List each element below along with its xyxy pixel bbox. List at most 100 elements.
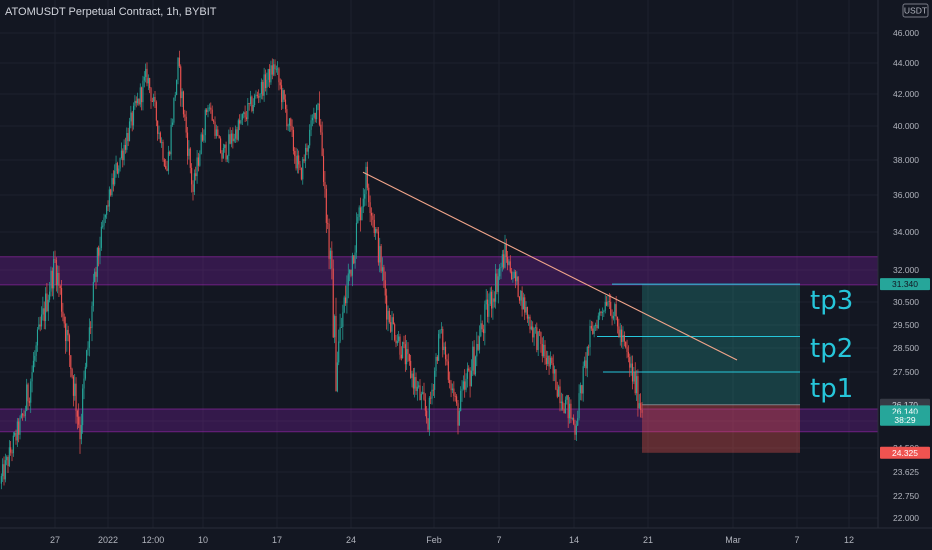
price-badge-countdown bbox=[880, 413, 930, 426]
candle-body bbox=[407, 349, 409, 355]
candle-body bbox=[267, 68, 269, 80]
candle-body bbox=[284, 99, 287, 110]
candle-body bbox=[631, 363, 634, 382]
candle-body bbox=[161, 141, 163, 143]
candle-body bbox=[111, 178, 113, 196]
candle-body bbox=[586, 346, 588, 369]
candle-body bbox=[379, 246, 381, 263]
candle-body bbox=[541, 344, 543, 357]
candle-body bbox=[28, 401, 30, 403]
candle-body bbox=[79, 424, 81, 440]
currency-badge bbox=[902, 3, 929, 18]
candle-body bbox=[299, 164, 301, 168]
candle-body bbox=[173, 97, 175, 123]
candle-body bbox=[306, 147, 308, 152]
price-badge-label-entry: 26.170 bbox=[892, 400, 918, 410]
candle-body bbox=[118, 168, 120, 174]
candle-body bbox=[211, 109, 213, 121]
x-tick-label: 12:00 bbox=[142, 535, 165, 545]
candle-body bbox=[544, 344, 546, 359]
y-tick-label: 44.000 bbox=[893, 58, 919, 68]
candle-body bbox=[597, 315, 599, 329]
candle-body bbox=[344, 297, 347, 304]
candle-body bbox=[555, 369, 557, 390]
candle-body bbox=[450, 383, 452, 391]
candle-body bbox=[177, 57, 179, 81]
x-tick-label: 21 bbox=[643, 535, 653, 545]
candle-body bbox=[119, 158, 121, 169]
candle-body bbox=[193, 173, 195, 192]
candle-body bbox=[547, 355, 549, 365]
candle-body bbox=[476, 343, 478, 357]
candle-body bbox=[296, 155, 298, 169]
candle-body bbox=[11, 452, 13, 454]
candle-body bbox=[251, 96, 253, 111]
candle-body bbox=[354, 252, 356, 264]
candle-body bbox=[40, 314, 43, 327]
candle-body bbox=[500, 266, 502, 269]
long-position-tool[interactable] bbox=[597, 283, 800, 453]
candle-body bbox=[357, 216, 359, 223]
candle-body bbox=[480, 323, 482, 337]
candle-body bbox=[412, 373, 414, 389]
target-label-tp3: tp3 bbox=[810, 286, 853, 316]
y-tick-label: 34.000 bbox=[893, 227, 919, 237]
y-tick-label: 28.500 bbox=[893, 343, 919, 353]
candle-body bbox=[351, 255, 353, 276]
target-label-tp1: tp1 bbox=[810, 374, 853, 404]
x-tick-label: 2022 bbox=[98, 535, 118, 545]
candle-body bbox=[536, 327, 538, 350]
trendline[interactable] bbox=[362, 171, 738, 361]
candle-body bbox=[458, 411, 460, 426]
candle-body bbox=[335, 316, 337, 392]
candle-body bbox=[570, 403, 572, 419]
candle-body bbox=[206, 109, 208, 113]
candle-body bbox=[146, 68, 148, 84]
candle-body bbox=[592, 328, 594, 334]
candle-body bbox=[614, 304, 616, 317]
candle-body bbox=[226, 155, 228, 160]
candle-body bbox=[454, 396, 456, 397]
candle-body bbox=[63, 316, 65, 324]
candle-body bbox=[530, 326, 532, 330]
candle-body bbox=[186, 132, 189, 156]
target-zone bbox=[642, 284, 800, 405]
candle-body bbox=[499, 268, 501, 277]
candle-body bbox=[255, 94, 257, 96]
candle-body bbox=[375, 229, 377, 233]
candle-body bbox=[430, 397, 432, 399]
x-tick-label: 12 bbox=[844, 535, 854, 545]
candle-body bbox=[640, 403, 642, 410]
chart-title: ATOMUSDT Perpetual Contract, 1h, BYBIT bbox=[5, 6, 217, 18]
candle-body bbox=[221, 152, 223, 159]
candle-body bbox=[402, 341, 404, 359]
candle-body bbox=[526, 307, 528, 319]
candle-body bbox=[32, 360, 34, 373]
price-badge-target bbox=[880, 278, 930, 291]
candle-body bbox=[564, 399, 567, 414]
candle-body bbox=[128, 121, 131, 142]
candle-body bbox=[137, 98, 139, 104]
candle-body bbox=[361, 207, 363, 221]
candle-body bbox=[440, 329, 442, 330]
candle-body bbox=[103, 217, 105, 226]
candle-body bbox=[54, 259, 56, 260]
candle-body bbox=[608, 301, 610, 303]
candle-body bbox=[271, 65, 273, 75]
candle-body bbox=[249, 96, 252, 104]
candle-body bbox=[279, 82, 281, 86]
candle-body bbox=[395, 339, 397, 344]
candle-body bbox=[537, 331, 539, 350]
candle-body bbox=[162, 141, 164, 160]
candle-body bbox=[36, 329, 39, 346]
candle-body bbox=[514, 271, 517, 282]
candle-body bbox=[222, 147, 224, 159]
candle-body bbox=[604, 301, 606, 311]
candle-body bbox=[406, 349, 408, 365]
candle-body bbox=[574, 423, 576, 435]
candle-body bbox=[178, 57, 180, 67]
candle-body bbox=[522, 297, 524, 310]
candle-body bbox=[59, 286, 61, 289]
